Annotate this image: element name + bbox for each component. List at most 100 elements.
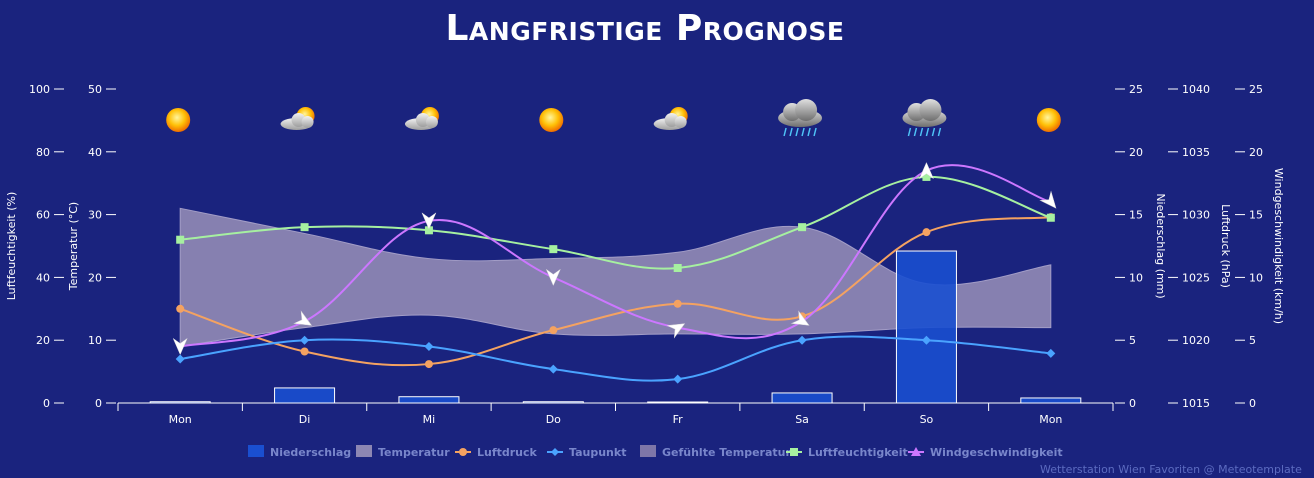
axis-1-tick-label: 50 bbox=[88, 83, 102, 96]
axis-4-tick-label: 5 bbox=[1249, 334, 1256, 347]
axis-4-title: Windgeschwindigkeit (km/h) bbox=[1272, 168, 1285, 324]
sun-icon bbox=[1036, 108, 1061, 132]
dewpoint-point-5 bbox=[797, 335, 807, 345]
line-series-layer bbox=[172, 162, 1057, 384]
temperature-range-area bbox=[179, 207, 1052, 348]
axis-3-tick-label: 1040 bbox=[1182, 83, 1210, 96]
humidity-point-1 bbox=[300, 223, 309, 232]
legend-swatch bbox=[356, 445, 372, 457]
legend-label: Temperatur bbox=[378, 446, 450, 459]
humidity-point-3 bbox=[549, 245, 558, 254]
axis-3-tick-label: 1020 bbox=[1182, 334, 1210, 347]
pressure-point-4 bbox=[673, 299, 682, 308]
precip-bar-2 bbox=[398, 396, 460, 404]
wind-direction-arrow-icon bbox=[421, 212, 437, 230]
axis-2-tick-label: 5 bbox=[1129, 334, 1136, 347]
sun-icon bbox=[166, 108, 191, 132]
legend-item-2[interactable]: Luftdruck bbox=[455, 446, 538, 459]
legend-label: Luftdruck bbox=[477, 446, 538, 459]
axis-2-tick-label: 20 bbox=[1129, 146, 1143, 159]
axis-4-tick-label: 0 bbox=[1249, 397, 1256, 410]
weather-icon-layer bbox=[166, 99, 1061, 137]
partly-cloudy-icon bbox=[653, 107, 688, 130]
axis-3-tick-label: 1025 bbox=[1182, 271, 1210, 284]
legend: Niederschlag Temperatur Luftdruck Taupunkt G… bbox=[248, 445, 1063, 459]
axis-0-tick-label: 60 bbox=[36, 209, 50, 222]
axis-4-tick-label: 25 bbox=[1249, 83, 1263, 96]
legend-item-0[interactable]: Niederschlag bbox=[248, 445, 351, 459]
legend-item-4[interactable]: Gefühlte Temperatur bbox=[640, 445, 791, 459]
x-axis-category-label: Mon bbox=[1039, 413, 1062, 426]
legend-label: Niederschlag bbox=[270, 446, 351, 459]
axis-2-tick-label: 10 bbox=[1129, 271, 1143, 284]
wind-direction-arrow-icon bbox=[1039, 190, 1057, 209]
wind-line bbox=[179, 164, 1052, 348]
legend-label: Windgeschwindigkeit bbox=[930, 446, 1063, 459]
legend-item-3[interactable]: Taupunkt bbox=[547, 446, 626, 459]
dewpoint-line bbox=[180, 335, 1051, 382]
pressure-line bbox=[179, 216, 1051, 367]
partly-cloudy-icon bbox=[280, 107, 315, 130]
wind-direction-arrow-icon bbox=[172, 337, 188, 356]
axis-0-tick-label: 0 bbox=[43, 397, 50, 410]
legend-item-1[interactable]: Temperatur bbox=[356, 445, 450, 459]
legend-swatch bbox=[640, 445, 656, 457]
pressure-point-6 bbox=[922, 228, 931, 237]
legend-label: Luftfeuchtigkeit bbox=[808, 446, 908, 459]
x-axis-category-label: Do bbox=[546, 413, 561, 426]
dewpoint-point-2 bbox=[424, 341, 434, 351]
precip-bar-5 bbox=[771, 392, 833, 404]
x-axis-category-label: Mi bbox=[423, 413, 436, 426]
dewpoint-point-7 bbox=[1046, 348, 1056, 358]
wind-direction-arrow-icon bbox=[918, 162, 935, 180]
precip-bar-6 bbox=[895, 250, 957, 404]
pressure-point-0 bbox=[176, 304, 185, 313]
rain-cloud-icon bbox=[778, 99, 823, 137]
axis-0-tick-label: 20 bbox=[36, 334, 50, 347]
x-axis-category-label: Mon bbox=[169, 413, 192, 426]
axis-0-title: Luftfeuchtigkeit (%) bbox=[5, 192, 18, 301]
axis-1-tick-label: 30 bbox=[88, 209, 102, 222]
axis-2-tick-label: 25 bbox=[1129, 83, 1143, 96]
partly-cloudy-icon bbox=[404, 107, 439, 130]
humidity-line bbox=[180, 175, 1052, 270]
axis-4-tick-label: 15 bbox=[1249, 209, 1263, 222]
humidity-point-0 bbox=[176, 235, 185, 244]
rain-cloud-icon bbox=[902, 99, 947, 137]
wind-direction-arrow-icon bbox=[790, 310, 810, 326]
precip-bar-layer bbox=[149, 250, 1082, 404]
wind-direction-arrow-icon bbox=[293, 310, 313, 326]
dewpoint-point-1 bbox=[300, 335, 310, 345]
axis-3-title: Luftdruck (hPa) bbox=[1219, 204, 1232, 288]
dewpoint-point-4 bbox=[673, 374, 683, 384]
humidity-point-2 bbox=[424, 226, 433, 235]
legend-item-6[interactable]: Windgeschwindigkeit bbox=[908, 446, 1063, 459]
chart-title: Langfristige Prognose bbox=[445, 8, 845, 49]
axis-0-tick-label: 40 bbox=[36, 271, 50, 284]
axis-1-tick-label: 10 bbox=[88, 334, 102, 347]
axis-1-tick-label: 0 bbox=[95, 397, 102, 410]
axis-3-tick-label: 1030 bbox=[1182, 209, 1210, 222]
legend-item-5[interactable]: Luftfeuchtigkeit bbox=[786, 446, 908, 459]
axis-2-tick-label: 15 bbox=[1129, 209, 1143, 222]
humidity-point-7 bbox=[1046, 213, 1055, 222]
axis-1-tick-label: 40 bbox=[88, 146, 102, 159]
axis-2-tick-label: 0 bbox=[1129, 397, 1136, 410]
precip-bar-3 bbox=[522, 401, 584, 404]
humidity-point-5 bbox=[798, 223, 807, 232]
precip-bar-1 bbox=[274, 387, 336, 404]
x-axis-category-label: Sa bbox=[795, 413, 809, 426]
axis-0-tick-label: 100 bbox=[29, 83, 50, 96]
dewpoint-point-3 bbox=[548, 364, 558, 374]
dewpoint-point-0 bbox=[175, 354, 185, 364]
wind-direction-arrow-icon bbox=[545, 268, 561, 287]
legend-swatch bbox=[248, 445, 264, 457]
axis-3-tick-label: 1015 bbox=[1182, 397, 1210, 410]
x-axis-category-label: Di bbox=[299, 413, 311, 426]
axis-2-title: Niederschlag (mm) bbox=[1154, 193, 1167, 298]
sun-icon bbox=[539, 108, 564, 132]
axis-4-tick-label: 10 bbox=[1249, 271, 1263, 284]
pressure-point-1 bbox=[300, 347, 309, 356]
wind-direction-arrow-icon bbox=[666, 323, 686, 339]
humidity-point-6 bbox=[922, 172, 931, 181]
